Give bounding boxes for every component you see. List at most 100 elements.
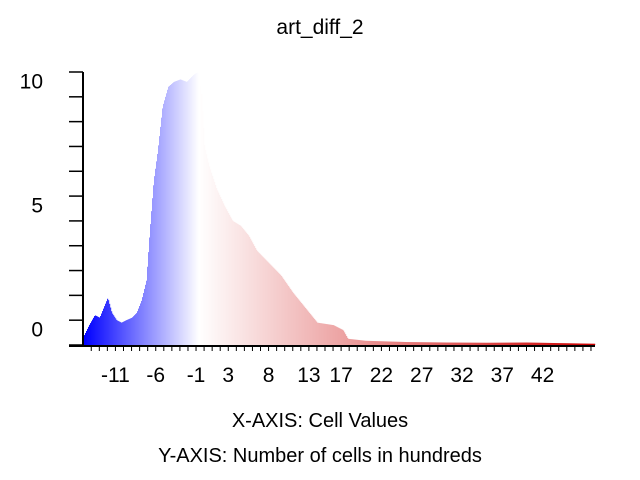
histogram-bar	[432, 342, 434, 345]
x-tick-label: 17	[329, 364, 352, 387]
histogram-bar	[361, 340, 363, 345]
histogram-bar	[115, 318, 117, 345]
histogram-bar	[307, 310, 309, 345]
histogram-bar	[214, 181, 216, 345]
histogram-bar	[121, 322, 123, 345]
histogram-bar	[430, 342, 432, 345]
histogram-bar	[575, 343, 577, 345]
histogram-bar	[408, 342, 410, 345]
histogram-bar	[420, 342, 422, 345]
histogram-bar	[327, 324, 329, 345]
histogram-bar	[170, 84, 172, 345]
histogram-bar	[451, 342, 453, 345]
histogram-bar	[370, 340, 372, 345]
histogram-bar	[311, 315, 313, 345]
histogram-bar	[210, 169, 212, 345]
histogram-bar	[522, 342, 524, 345]
histogram-bar	[149, 237, 151, 345]
histogram-bar	[303, 305, 305, 345]
x-axis-label: X-AXIS: Cell Values	[232, 410, 408, 432]
histogram-bar	[398, 341, 400, 345]
y-tick-labels: 0 5 10	[20, 70, 43, 341]
histogram-bar	[586, 343, 588, 345]
histogram-bar	[429, 342, 431, 345]
histogram-bar	[159, 136, 161, 345]
histogram-bar	[296, 296, 298, 345]
x-tick-label: 42	[531, 364, 554, 387]
histogram-bar	[338, 327, 340, 345]
histogram-bar	[142, 297, 144, 345]
histogram-bar	[267, 261, 269, 345]
histogram-bar	[351, 339, 353, 345]
histogram-bar	[84, 335, 86, 345]
histogram-bar	[107, 298, 109, 345]
histogram-bar	[243, 229, 245, 345]
histogram-bar	[289, 287, 291, 345]
histogram-bar	[245, 231, 247, 345]
histogram-bar	[294, 294, 296, 345]
histogram-bar	[485, 342, 487, 345]
histogram-bar	[413, 342, 415, 345]
histogram-bar	[497, 342, 499, 345]
histogram-bar	[456, 342, 458, 345]
x-tick-label: 3	[222, 364, 234, 387]
histogram-bar	[291, 290, 293, 345]
histogram-bar	[378, 341, 380, 345]
histogram-bar	[232, 220, 234, 345]
histogram-bar	[460, 342, 462, 345]
histogram-bar	[106, 301, 108, 345]
x-tick-label: 32	[450, 364, 473, 387]
histogram-bar	[93, 317, 95, 345]
histogram-bar	[224, 205, 226, 345]
histogram-bar	[412, 342, 414, 345]
histogram-bar	[126, 320, 128, 345]
histogram-bar	[112, 313, 114, 345]
histogram-bar	[105, 303, 107, 345]
histogram-bar	[525, 342, 527, 345]
histogram-bar	[537, 342, 539, 345]
histogram-bar	[271, 265, 273, 345]
histogram-bar	[523, 342, 525, 345]
histogram-bar	[233, 221, 235, 345]
histogram-bar	[309, 312, 311, 345]
histogram-bar	[487, 342, 489, 345]
histogram-bar	[334, 325, 336, 345]
histogram-bar	[147, 266, 149, 345]
histogram-bar	[183, 80, 185, 345]
histogram-bar	[254, 246, 256, 345]
histogram-bar	[467, 342, 469, 345]
histogram-bar	[548, 342, 550, 345]
histogram-bar	[538, 342, 540, 345]
histogram-bar	[237, 223, 239, 345]
histogram-bar	[514, 342, 516, 345]
histogram-bar	[459, 342, 461, 345]
histogram-bar	[415, 342, 417, 345]
histogram-bar	[270, 264, 272, 345]
histogram-bar	[277, 271, 279, 345]
histogram-bar	[249, 236, 251, 345]
histogram-bar	[98, 317, 100, 345]
histogram-bar	[155, 168, 157, 345]
histogram-bar	[138, 308, 140, 345]
histogram-bar	[251, 240, 253, 345]
histogram-bar	[162, 108, 164, 345]
histogram-bar	[130, 318, 132, 345]
histogram-bar	[399, 341, 401, 345]
histogram-bar	[421, 342, 423, 345]
histogram-bar	[150, 224, 152, 345]
histogram-bar	[227, 211, 229, 345]
histogram-bar	[340, 328, 342, 345]
histogram-bar	[546, 342, 548, 345]
histogram-bar	[323, 323, 325, 345]
histogram-bar	[402, 341, 404, 345]
histogram-bar	[298, 299, 300, 345]
histogram-bar	[257, 251, 259, 345]
histogram-bar	[220, 196, 222, 345]
histogram-bar	[471, 342, 473, 345]
histogram-bar	[228, 212, 230, 345]
histogram-bar	[260, 254, 262, 345]
histogram-bar	[444, 342, 446, 345]
histogram-bar	[89, 324, 91, 345]
histogram-bar	[322, 323, 324, 345]
histogram-bar	[581, 343, 583, 345]
